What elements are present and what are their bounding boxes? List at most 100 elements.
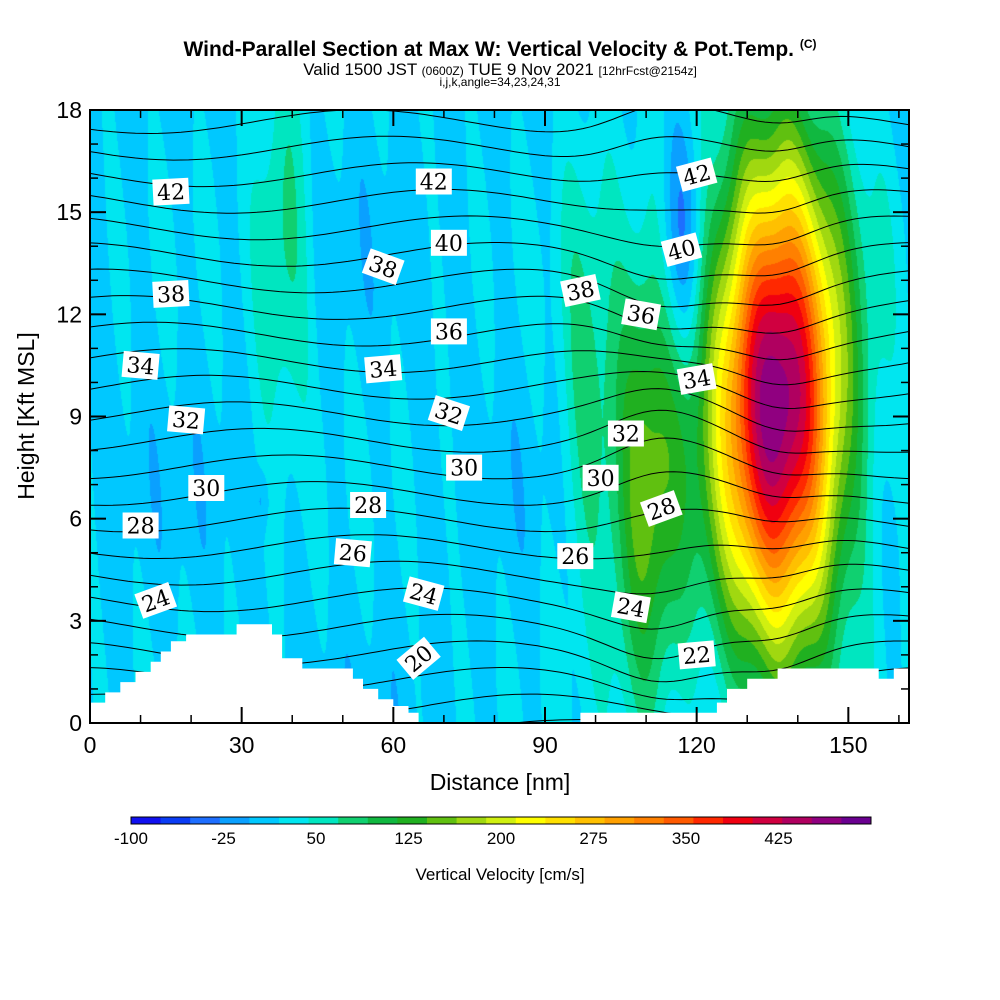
colorbar-swatch xyxy=(279,817,309,824)
theta-contour-line xyxy=(90,321,909,361)
colorbar: -100 -25 50 125 200 275 350 425 xyxy=(114,816,872,848)
y-tick-label: 12 xyxy=(56,301,82,327)
contour-label-text: 26 xyxy=(561,545,589,570)
colorbar-swatch xyxy=(338,817,369,824)
contour-label: 38 xyxy=(152,279,190,309)
colorbar-swatch xyxy=(160,817,191,824)
colorbar-swatch xyxy=(634,817,665,824)
contour-label: 28 xyxy=(639,490,683,527)
y-tick-label: 18 xyxy=(56,97,82,123)
theta-contour-line xyxy=(90,471,909,506)
contour-label: 34 xyxy=(676,363,717,395)
contour-label: 26 xyxy=(333,538,372,568)
theta-contour-line xyxy=(90,242,909,280)
contour-label-text: 38 xyxy=(564,277,597,307)
x-tick-label: 60 xyxy=(381,732,407,758)
contour-label-text: 34 xyxy=(368,357,398,384)
colorbar-swatch xyxy=(575,817,605,824)
colorbar-tick-label: -100 xyxy=(114,829,148,848)
colorbar-swatch xyxy=(811,817,842,824)
colorbar-tick-label: -25 xyxy=(211,829,236,848)
contour-label: 40 xyxy=(430,229,467,257)
contour-label: 36 xyxy=(621,298,662,331)
y-tick-label: 9 xyxy=(69,404,82,430)
colorbar-swatch xyxy=(456,817,487,824)
contour-label: 26 xyxy=(557,543,594,570)
contour-label: 30 xyxy=(188,475,225,502)
colorbar-swatch xyxy=(219,817,250,824)
theta-contour-line xyxy=(90,30,909,54)
colorbar-tick-label: 350 xyxy=(672,829,700,848)
x-axis-title: Distance [nm] xyxy=(430,769,571,795)
contour-label: 30 xyxy=(446,454,483,482)
colorbar-swatch xyxy=(604,817,635,824)
contour-label-text: 36 xyxy=(435,320,463,345)
theta-contour-line xyxy=(90,534,909,560)
contour-label-text: 42 xyxy=(156,180,185,206)
x-tick-label: 30 xyxy=(229,732,255,758)
colorbar-tick-label: 425 xyxy=(764,829,792,848)
theta-contour-line xyxy=(90,409,909,454)
contour-label-text: 38 xyxy=(156,282,185,308)
contour-label: 24 xyxy=(610,591,651,623)
contour-label: 38 xyxy=(560,274,601,307)
contour-label-text: 40 xyxy=(435,232,463,257)
theta-contour-line xyxy=(90,507,909,533)
theta-contour-line xyxy=(90,587,909,630)
y-tick-label: 0 xyxy=(69,710,82,736)
contour-label-text: 28 xyxy=(127,515,155,540)
contour-label: 32 xyxy=(607,420,644,448)
colorbar-swatch xyxy=(515,817,546,824)
colorbar-tick-label: 200 xyxy=(487,829,515,848)
theta-contour-line xyxy=(90,348,909,386)
contour-label: 32 xyxy=(167,405,206,435)
contour-label-text: 32 xyxy=(171,408,201,435)
contour-label: 36 xyxy=(430,318,467,345)
theta-contour-line xyxy=(90,437,909,480)
x-tick-label: 90 xyxy=(532,732,558,758)
colorbar-frame xyxy=(130,816,872,825)
contour-label: 42 xyxy=(152,177,190,206)
y-tick-label: 3 xyxy=(69,608,82,634)
chart-title: Wind-Parallel Section at Max W: Vertical… xyxy=(183,37,817,61)
contour-label: 42 xyxy=(675,157,718,192)
contour-label-text: 30 xyxy=(587,467,615,492)
x-tick-label: 120 xyxy=(677,732,715,758)
contour-label-text: 26 xyxy=(338,541,368,568)
colorbar-swatch xyxy=(752,817,783,824)
theta-contour-line xyxy=(90,52,909,81)
colorbar-swatch xyxy=(486,817,517,824)
contour-label-text: 24 xyxy=(615,594,647,623)
colorbar-swatch xyxy=(131,817,161,824)
colorbar-swatch xyxy=(782,817,813,824)
colorbar-swatch xyxy=(723,817,753,824)
x-tick-label: 150 xyxy=(829,732,867,758)
colorbar-swatch xyxy=(397,817,428,824)
colorbar-tick-label: 50 xyxy=(307,829,326,848)
y-axis-title: Height [Kft MSL] xyxy=(13,332,39,499)
theta-contour-line xyxy=(90,162,909,188)
colorbar-swatch xyxy=(545,817,576,824)
contour-label-text: 42 xyxy=(420,171,448,196)
theta-contour-line xyxy=(90,215,909,247)
theta-contour-line xyxy=(90,718,660,723)
colorbar-swatch xyxy=(841,817,872,824)
theta-contour-line xyxy=(90,370,909,410)
contour-label-text: 36 xyxy=(625,301,657,330)
colorbar-swatch xyxy=(249,817,280,824)
contour-label: 30 xyxy=(582,464,619,492)
colorbar-swatch xyxy=(190,817,221,824)
vertical-velocity-field xyxy=(90,110,909,723)
y-tick-label: 15 xyxy=(56,199,82,225)
theta-contour-line xyxy=(90,268,909,308)
contour-label-text: 32 xyxy=(612,423,640,448)
contour-label: 28 xyxy=(122,512,159,540)
contour-label: 24 xyxy=(402,576,445,611)
contour-label-text: 34 xyxy=(125,353,155,380)
contour-label: 34 xyxy=(121,350,160,381)
theta-contour-line xyxy=(90,388,909,432)
theta-contour-line xyxy=(90,135,909,161)
